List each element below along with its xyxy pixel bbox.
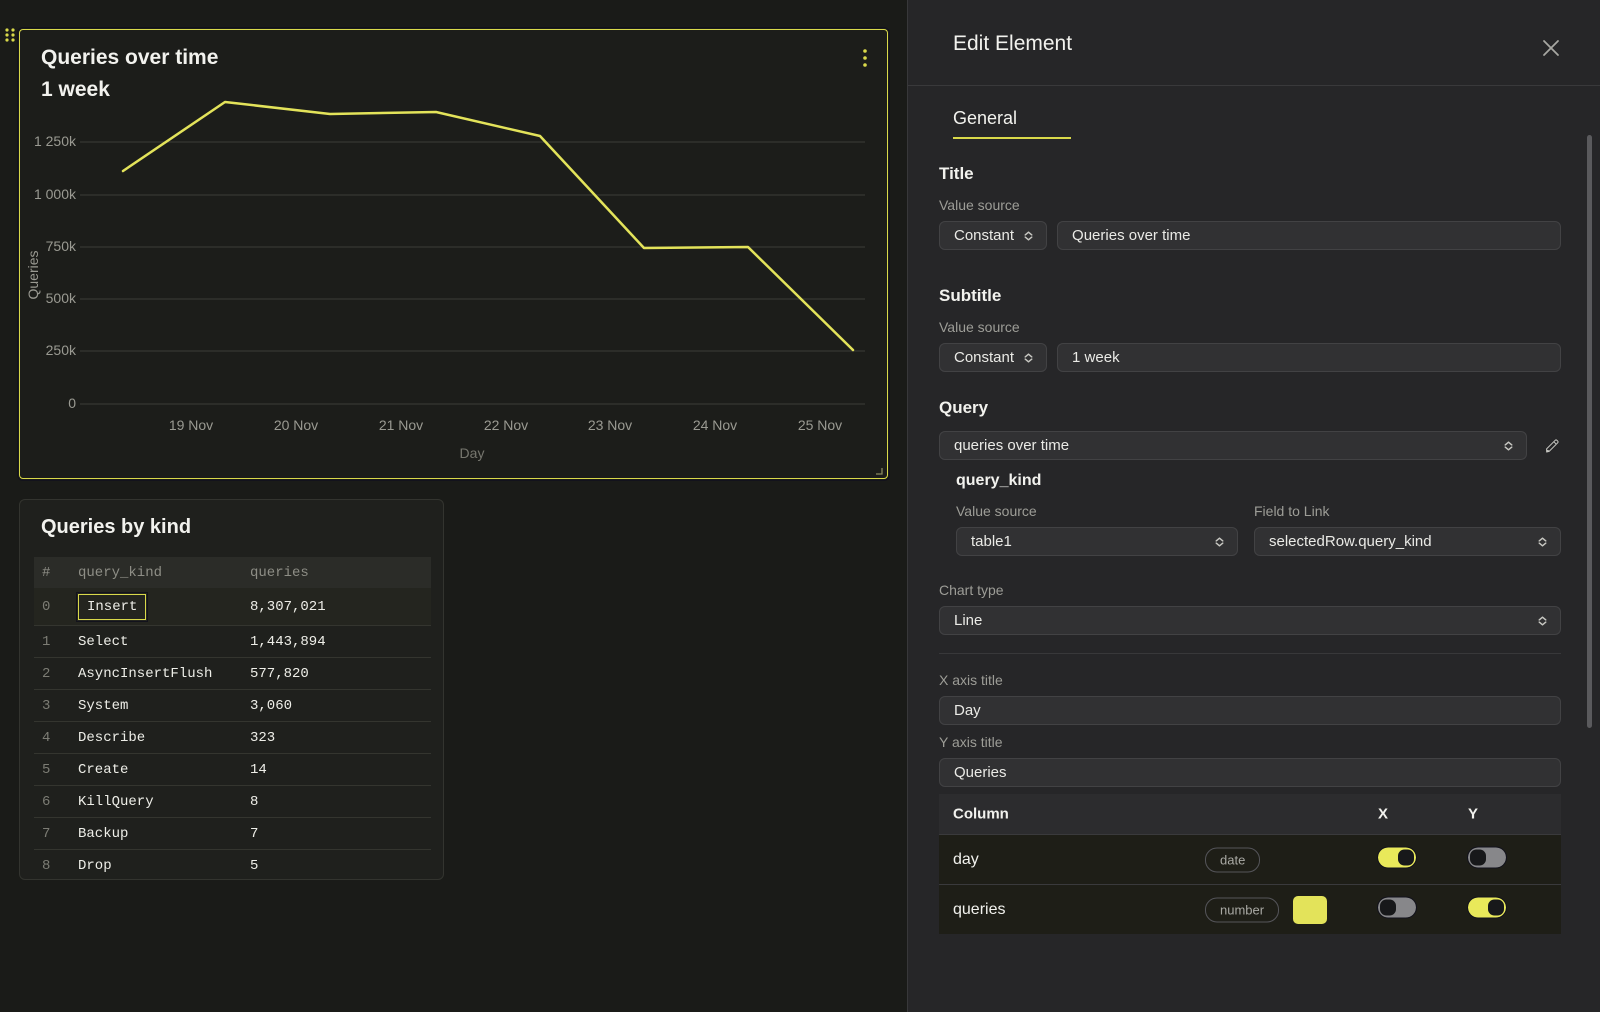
svg-text:20 Nov: 20 Nov [274,417,318,433]
svg-text:22 Nov: 22 Nov [484,417,528,433]
svg-text:1 250k: 1 250k [34,133,77,149]
svg-text:750k: 750k [46,238,77,254]
svg-text:21 Nov: 21 Nov [379,417,423,433]
svg-text:19 Nov: 19 Nov [169,417,213,433]
svg-text:Queries: Queries [25,250,41,299]
svg-text:Day: Day [460,445,485,461]
svg-text:500k: 500k [46,290,77,306]
svg-text:250k: 250k [46,342,77,358]
svg-text:0: 0 [68,395,76,411]
svg-text:23 Nov: 23 Nov [588,417,632,433]
svg-text:1 000k: 1 000k [34,186,77,202]
svg-text:24 Nov: 24 Nov [693,417,737,433]
svg-text:25 Nov: 25 Nov [798,417,842,433]
